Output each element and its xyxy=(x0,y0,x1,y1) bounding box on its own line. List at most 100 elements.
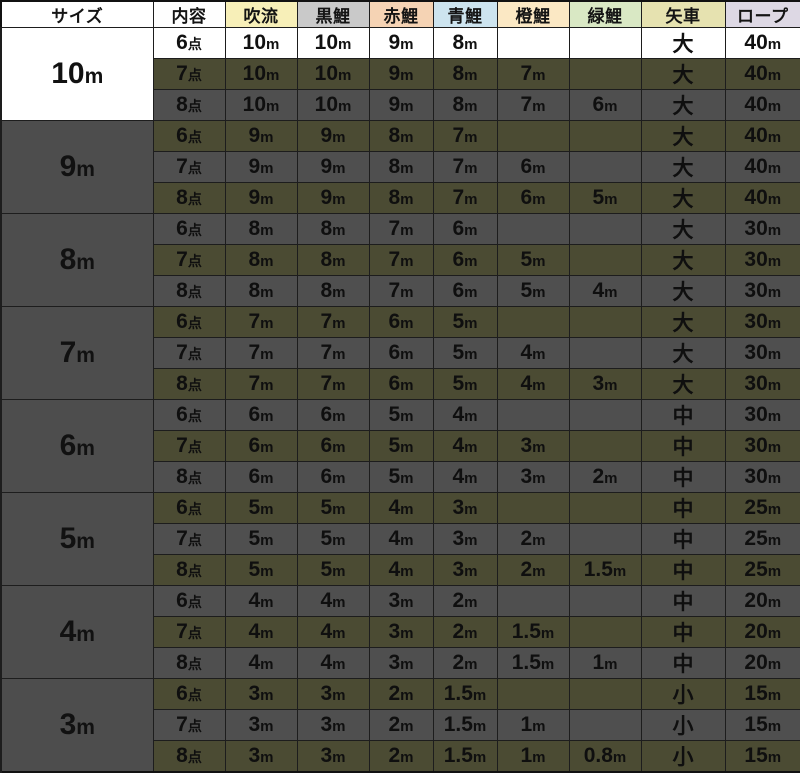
value: 30 xyxy=(744,372,768,395)
column-header-kurogoi: 黒鯉 xyxy=(296,0,370,28)
value: 6 xyxy=(320,465,333,488)
value: 中 xyxy=(672,591,694,614)
value: 大 xyxy=(672,188,694,211)
value: 1.5 xyxy=(443,713,473,736)
cell-rope: 25m xyxy=(724,554,800,586)
unit: m xyxy=(472,687,487,704)
unit: m xyxy=(532,67,546,84)
cell-fukinagashi: 5m xyxy=(224,554,298,586)
value: 7 xyxy=(176,248,188,271)
cell-daidaigoi: 7m xyxy=(496,89,570,121)
unit: m xyxy=(464,470,478,487)
value: 4 xyxy=(388,496,401,519)
cell-naiyo: 8点 xyxy=(152,461,226,493)
unit: m xyxy=(767,191,782,208)
value: 8 xyxy=(176,744,188,767)
value: 8 xyxy=(248,279,261,302)
unit: m xyxy=(332,315,346,332)
unit: m xyxy=(532,284,546,301)
value: 30 xyxy=(744,310,768,333)
value: 40 xyxy=(744,124,768,147)
value: 2 xyxy=(388,682,401,705)
column-header-size: サイズ xyxy=(0,0,154,28)
value: 3 xyxy=(248,744,261,767)
cell-midorigoi xyxy=(568,678,642,710)
value: 2 xyxy=(520,558,533,581)
value: 10 xyxy=(242,31,266,54)
cell-fukinagashi: 7m xyxy=(224,306,298,338)
unit: 点 xyxy=(187,501,202,517)
value: 3 xyxy=(320,682,333,705)
cell-midorigoi xyxy=(568,120,642,152)
size-value: 6 xyxy=(59,429,77,462)
unit: m xyxy=(400,129,414,146)
value: 6 xyxy=(176,589,188,612)
unit: m xyxy=(260,532,274,549)
unit: m xyxy=(604,656,618,673)
cell-akagoi: 8m xyxy=(368,120,434,152)
unit: m xyxy=(400,718,414,735)
table-row: 7点 7m 7m 6m 5m 4m 大 30m xyxy=(1,337,800,369)
size-value: 4 xyxy=(59,615,77,648)
value: 6 xyxy=(176,403,188,426)
value: 4 xyxy=(248,620,261,643)
size-value: 9 xyxy=(59,150,77,183)
value: 6 xyxy=(176,217,188,240)
value: 8 xyxy=(452,93,465,116)
unit: m xyxy=(260,160,274,177)
unit: m xyxy=(464,160,478,177)
column-header-midorigoi: 緑鯉 xyxy=(568,0,642,28)
cell-rope: 40m xyxy=(724,27,800,59)
table-row: 7点 3m 3m 2m 1.5m 1m 小 15m xyxy=(1,709,800,741)
value: 5 xyxy=(248,527,261,550)
unit: m xyxy=(400,625,414,642)
table-row: 6m 6点 6m 6m 5m 4m 中 30m xyxy=(0,399,800,493)
cell-fukinagashi: 9m xyxy=(224,120,298,152)
cell-fukinagashi: 10m xyxy=(224,27,298,59)
value: 6 xyxy=(320,403,333,426)
size-cell-8m: 8m xyxy=(0,213,154,307)
table-row: 8点 3m 3m 2m 1.5m 1m 0.8m 小 15m xyxy=(1,740,800,773)
unit: 点 xyxy=(187,377,202,393)
cell-yaguruma: 小 xyxy=(640,709,726,741)
value: 10 xyxy=(314,31,338,54)
cell-fukinagashi: 9m xyxy=(224,151,298,183)
value: 8 xyxy=(176,186,188,209)
cell-naiyo: 7点 xyxy=(152,151,226,183)
value: 7 xyxy=(320,341,333,364)
cell-fukinagashi: 3m xyxy=(224,678,298,710)
table-row: 8点 7m 7m 6m 5m 4m 3m 大 30m xyxy=(1,368,800,400)
unit: m xyxy=(332,656,346,673)
unit: 点 xyxy=(187,470,202,486)
value: 3 xyxy=(248,682,261,705)
value: 40 xyxy=(744,155,768,178)
cell-daidaigoi: 4m xyxy=(496,337,570,369)
cell-yaguruma: 中 xyxy=(640,430,726,462)
value: 大 xyxy=(672,343,694,366)
unit: m xyxy=(464,439,478,456)
cell-naiyo: 6点 xyxy=(152,120,226,152)
unit: m xyxy=(332,501,346,518)
unit: m xyxy=(400,408,414,425)
unit: m xyxy=(400,315,414,332)
value: 5 xyxy=(592,186,605,209)
cell-naiyo: 7点 xyxy=(152,616,226,648)
unit: m xyxy=(767,222,782,239)
cell-akagoi: 8m xyxy=(368,151,434,183)
value: 4 xyxy=(388,558,401,581)
unit: m xyxy=(266,98,280,115)
value: 4 xyxy=(320,651,333,674)
value: 7 xyxy=(320,372,333,395)
unit: 点 xyxy=(187,439,202,455)
unit: m xyxy=(532,377,546,394)
value: 0.8 xyxy=(583,744,613,767)
unit: m xyxy=(532,532,546,549)
cell-aogoi: 5m xyxy=(432,368,498,400)
value: 9 xyxy=(248,186,261,209)
value: 8 xyxy=(388,124,401,147)
value: 30 xyxy=(744,403,768,426)
value: 1 xyxy=(592,651,605,674)
cell-rope: 40m xyxy=(724,151,800,183)
cell-kurogoi: 10m xyxy=(296,89,370,121)
cell-yaguruma: 大 xyxy=(640,306,726,338)
